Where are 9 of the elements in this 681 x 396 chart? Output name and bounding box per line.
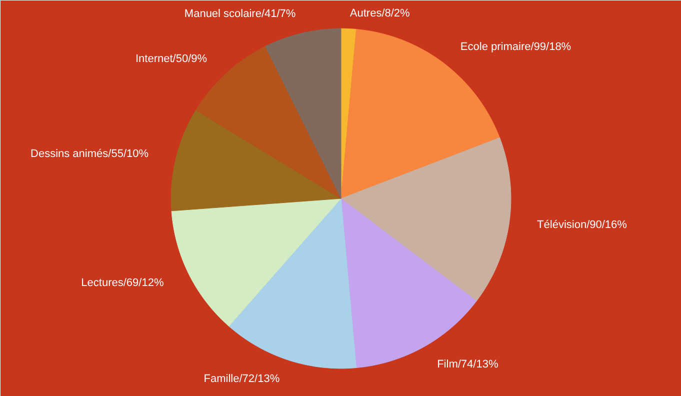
slice-label: Dessins animés/55/10%: [30, 148, 149, 160]
slice-label: Manuel scolaire/41/7%: [184, 8, 296, 20]
slice-label: Autres/8/2%: [350, 8, 410, 20]
slice-label: Ecole primaire/99/18%: [460, 41, 572, 54]
slice-label: Internet/50/9%: [135, 52, 208, 65]
slice-label: Télévision/90/16%: [537, 219, 628, 232]
slice-label: Film/74/13%: [437, 358, 498, 370]
slice-label: Lectures/69/12%: [81, 277, 164, 290]
slice-label: Famille/72/13%: [204, 372, 280, 385]
